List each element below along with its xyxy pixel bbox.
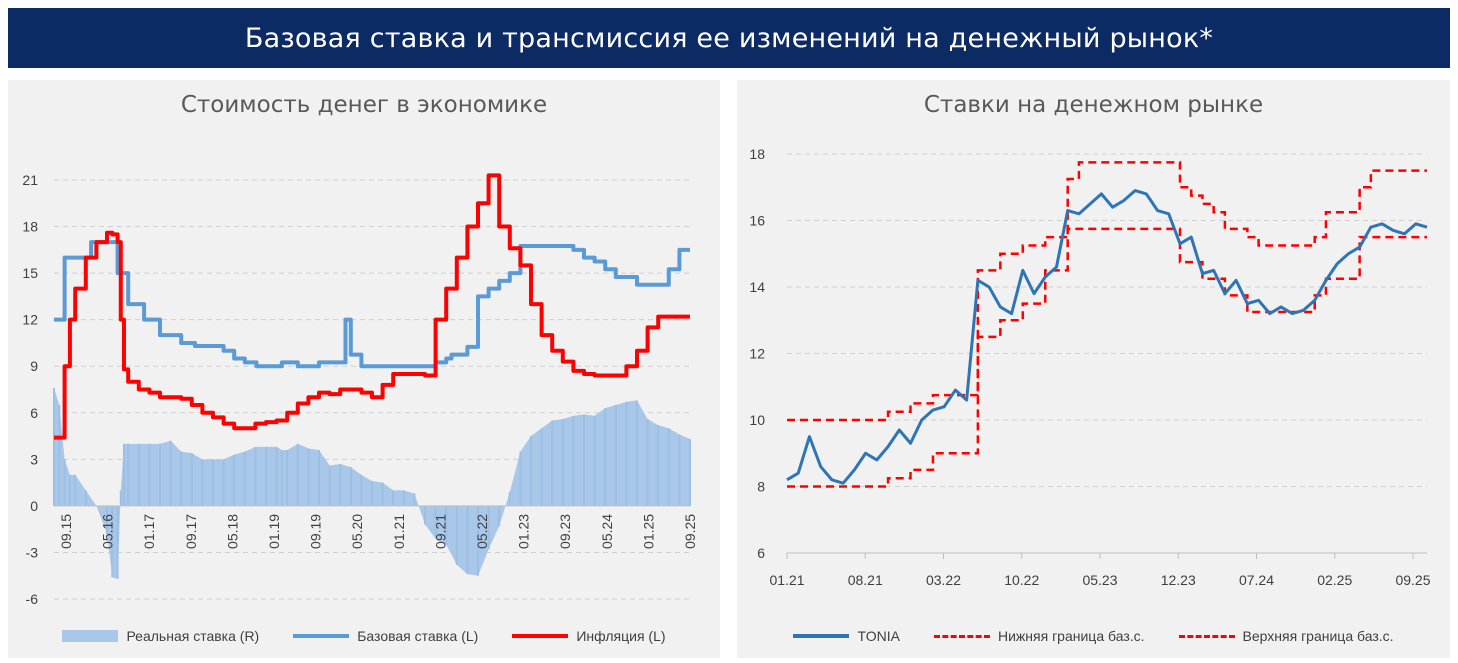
upper-bound-line [787,161,1427,422]
y-tick-label: 12 [22,312,38,328]
y-tick-label: 3 [30,451,38,467]
inflation-line [54,173,690,440]
right-chart-panel: Ставки на денежном рынке 18 16 14 12 10 8 6 01.… [737,80,1450,658]
x-tick-label: 01.23 [516,514,532,549]
x-tick-label: 09.21 [432,514,448,549]
y-tick-label: 0 [30,498,38,514]
legend-label-tonia: TONIA [857,628,900,644]
right-chart-title: Ставки на денежном рынке [923,92,1264,118]
legend-item-lower-bound: Нижняя граница баз.с. [934,628,1145,644]
page-title: Базовая ставка и трансмиссия ее изменени… [244,22,1214,54]
x-tick-label: 05.20 [349,514,365,549]
x-tick-label: 09.15 [58,514,74,549]
y-tick-label: 6 [757,545,765,561]
legend-item-inflation: Инфляция (L) [512,628,666,644]
x-tick-label: 01.19 [266,514,282,549]
y-tick-label: 10 [749,412,765,428]
left-chart-plot: 21 18 15 12 9 6 3 0 -3 -6 09.15 05.16 01.17 09.17 05.1… [22,172,698,607]
y-tick-label: 8 [757,479,765,495]
y-tick-label: 18 [749,146,765,162]
y-tick-label: 9 [30,358,38,374]
x-tick-label: 10.22 [1004,572,1039,588]
legend-item-base-rate: Базовая ставка (L) [293,628,478,644]
left-chart-panel: Стоимость денег в экономике 21 18 15 12 9 6 3 0… [8,80,720,658]
y-tick-label: 18 [22,219,38,235]
x-tick-label: 01.25 [640,514,656,549]
y-tick-label: -6 [26,591,39,607]
x-tick-label: 03.22 [926,572,961,588]
x-tick-label: 05.22 [474,514,490,549]
base-rate-line [54,240,690,369]
y-tick-label: 16 [749,213,765,229]
x-tick-label: 09.19 [308,514,324,549]
left-chart-legend: Реальная ставка (R) Базовая ставка (L) И… [8,628,720,644]
legend-label-inflation: Инфляция (L) [576,628,666,644]
x-tick-label: 09.25 [682,514,698,549]
legend-label-lower-bound: Нижняя граница баз.с. [998,628,1145,644]
legend-swatch-base-rate [293,634,350,638]
right-chart-plot: 18 16 14 12 10 8 601.21 08.21 03.22 10.22 05.23 12.… [749,146,1430,588]
x-tick-label: 09.25 [1395,572,1430,588]
left-chart-title: Стоимость денег в экономике [180,92,548,118]
x-tick-label: 05.16 [100,514,116,549]
y-tick-label: 6 [30,405,38,421]
legend-swatch-real-rate [62,630,119,642]
y-tick-label: -3 [26,544,39,560]
x-tick-label: 02.25 [1317,572,1352,588]
y-tick-label: 14 [749,279,765,295]
legend-item-upper-bound: Верхняя граница баз.с. [1178,628,1394,644]
y-tick-label: 12 [749,346,765,362]
x-tick-label: 01.21 [391,514,407,549]
x-tick-label: 05.18 [224,514,240,549]
x-tick-label: 01.21 [769,572,804,588]
legend-swatch-tonia [793,634,850,638]
y-tick-label: 15 [22,265,38,281]
page-title-banner: Базовая ставка и трансмиссия ее изменени… [8,8,1450,68]
right-chart-legend: TONIA Нижняя граница баз.с. Верхняя гран… [737,628,1450,644]
legend-swatch-upper-bound [1178,634,1235,638]
legend-swatch-inflation [512,634,569,638]
tonia-line [786,189,1428,485]
legend-label-upper-bound: Верхняя граница баз.с. [1242,628,1394,644]
x-tick-label: 05.24 [599,514,615,549]
x-tick-label: 09.23 [557,514,573,549]
legend-label-real-rate: Реальная ставка (R) [126,628,260,644]
x-tick-label: 05.23 [1082,572,1117,588]
legend-swatch-lower-bound [934,634,990,638]
x-tick-label: 07.24 [1239,572,1274,588]
x-tick-label: 08.21 [848,572,883,588]
lower-bound-line [787,227,1427,488]
legend-item-real-rate: Реальная ставка (R) [62,628,259,644]
x-tick-label: 12.23 [1161,572,1196,588]
x-tick-label: 09.17 [183,514,199,549]
y-tick-label: 21 [22,172,38,188]
legend-label-base-rate: Базовая ставка (L) [357,628,479,644]
x-tick-label: 01.17 [141,514,157,549]
legend-item-tonia: TONIA [793,628,900,644]
